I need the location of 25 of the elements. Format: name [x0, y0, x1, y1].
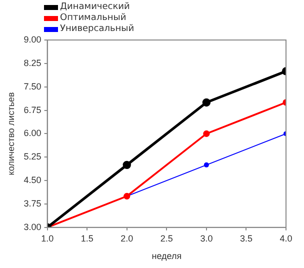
legend-label: Универсальный	[60, 24, 134, 35]
y-tick-label: 8.25	[24, 58, 42, 68]
y-tick-label: 7.50	[24, 81, 42, 92]
y-tick-label: 6.75	[24, 104, 42, 115]
point	[202, 98, 211, 107]
point	[203, 130, 210, 137]
y-tick-label: 9.00	[24, 34, 42, 44]
point	[122, 160, 131, 170]
x-tick-label: 4.0	[280, 233, 292, 244]
legend-label: Динамический	[60, 2, 130, 13]
point	[204, 162, 209, 168]
y-tick-label: 3.00	[24, 222, 42, 232]
x-tick-label: 3.0	[200, 233, 213, 244]
y-tick-label: 3.75	[24, 198, 42, 208]
x-tick-label: 3.5	[240, 233, 252, 244]
x-tick-label: 2.0	[120, 233, 134, 244]
x-axis-title: неделя	[152, 251, 182, 262]
y-tick-label: 6.00	[24, 128, 42, 138]
x-tick-label: 1.0	[41, 233, 54, 244]
y-tick-label: 5.25	[24, 152, 42, 162]
y-tick-label: 4.50	[24, 175, 42, 186]
x-tick-label: 1.5	[80, 233, 94, 244]
x-tick-label: 2.5	[160, 233, 173, 244]
y-axis-title: количество листьев	[6, 92, 16, 176]
legend-label: Оптимальный	[60, 13, 126, 24]
